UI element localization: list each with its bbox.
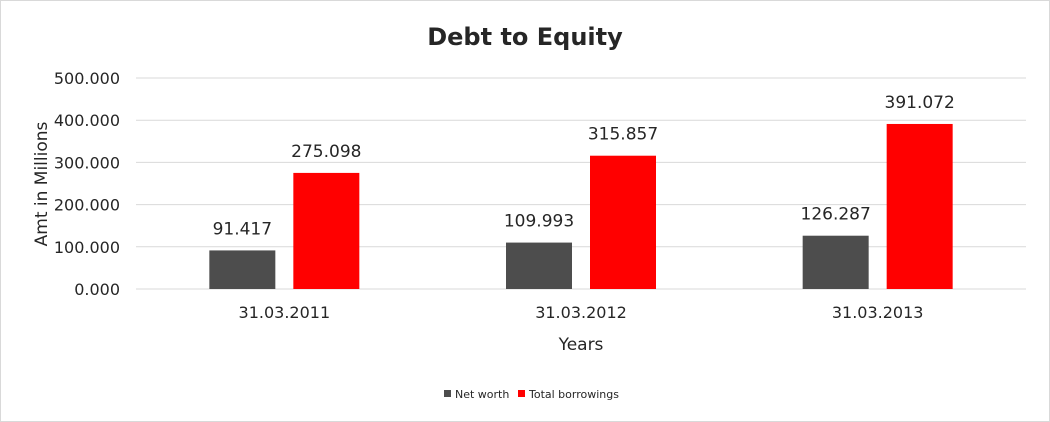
data-label: 109.993 bbox=[504, 212, 574, 232]
data-label: 126.287 bbox=[801, 205, 871, 225]
y-tick-label: 400.000 bbox=[54, 111, 120, 130]
x-axis-ticks: 31.03.2011 31.03.2012 31.03.2013 bbox=[239, 303, 924, 322]
data-label: 315.857 bbox=[588, 125, 658, 145]
legend-label: Net worth bbox=[455, 388, 509, 401]
y-tick-label: 500.000 bbox=[54, 69, 120, 88]
y-tick-label: 0.000 bbox=[74, 280, 120, 299]
y-axis-ticks: 0.000 100.000 200.000 300.000 400.000 500.000 bbox=[54, 69, 120, 299]
bar-total-borrowings bbox=[293, 172, 360, 289]
data-label: 391.072 bbox=[885, 93, 955, 113]
legend-swatch bbox=[518, 390, 525, 397]
bar-net-worth bbox=[802, 235, 869, 289]
bar-total-borrowings bbox=[590, 155, 656, 289]
bar-net-worth bbox=[209, 250, 276, 289]
x-tick-label: 31.03.2012 bbox=[535, 303, 627, 322]
chart-title: Debt to Equity bbox=[427, 23, 623, 51]
data-labels: 91.417 275.098 109.993 315.857 126.287 391.07… bbox=[213, 93, 955, 239]
legend-swatch bbox=[444, 390, 451, 397]
bar-net-worth bbox=[506, 242, 572, 289]
x-axis-title: Years bbox=[558, 335, 604, 355]
y-tick-label: 300.000 bbox=[54, 153, 120, 172]
data-label: 91.417 bbox=[213, 219, 272, 239]
y-axis-title: Amt in Millions bbox=[32, 121, 52, 246]
y-tick-label: 200.000 bbox=[54, 196, 120, 215]
legend-label: Total borrowings bbox=[528, 388, 619, 401]
x-tick-label: 31.03.2013 bbox=[832, 303, 924, 322]
bars bbox=[209, 123, 953, 289]
y-tick-label: 100.000 bbox=[54, 238, 120, 257]
bar-total-borrowings bbox=[886, 123, 953, 289]
gridlines bbox=[136, 77, 1026, 290]
x-tick-label: 31.03.2011 bbox=[239, 303, 331, 322]
data-label: 275.098 bbox=[291, 142, 361, 162]
legend: Net worth Total borrowings bbox=[444, 388, 619, 401]
